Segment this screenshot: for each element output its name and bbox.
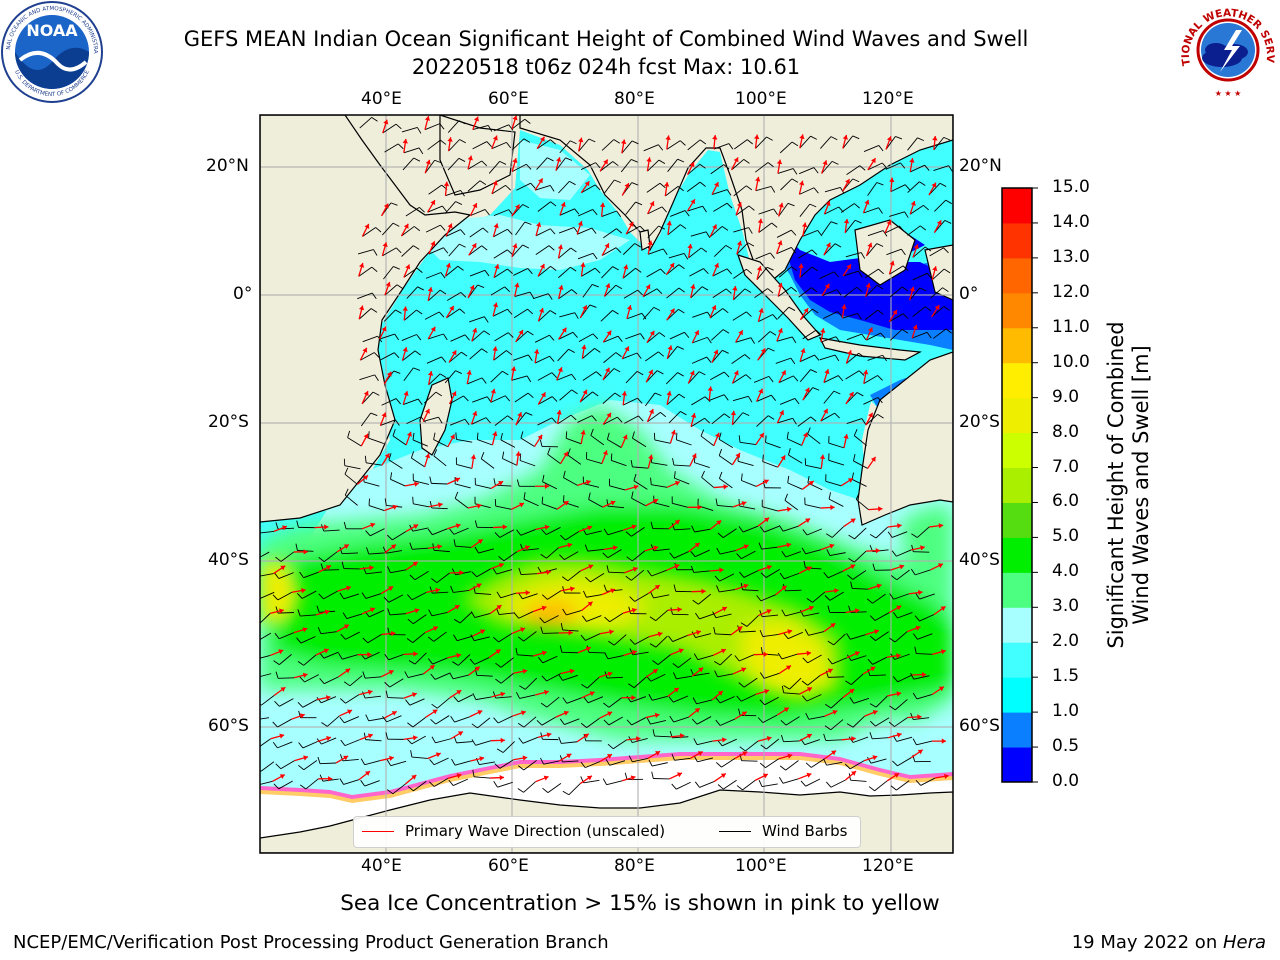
footer-left: NCEP/EMC/Verification Post Processing Pr… — [13, 932, 609, 953]
nws-logo: NATIONAL WEATHER SERVICE ★ ★ ★ — [1176, 0, 1276, 98]
colorbar-swatch — [1002, 432, 1032, 469]
colorbar-tick-label: 3.0 — [1052, 596, 1080, 617]
wave-direction-layer — [270, 115, 949, 785]
lon-label-bottom: 80°E — [614, 856, 655, 876]
colorbar-tick-label: 8.0 — [1052, 421, 1080, 442]
colorbar-tick-label: 9.0 — [1052, 386, 1080, 407]
colorbar-swatch — [1002, 397, 1032, 434]
wind-barbs-layer — [260, 117, 953, 796]
lat-label-right: 0° — [959, 284, 979, 304]
colorbar-tick-label: 15.0 — [1052, 177, 1090, 197]
wave-direction-legend-label: Primary Wave Direction (unscaled) — [405, 822, 666, 840]
colorbar-tick-label: 1.5 — [1052, 666, 1080, 687]
colorbar-tick-label: 12.0 — [1052, 281, 1090, 302]
colorbar-tick-label: 1.0 — [1052, 701, 1080, 722]
lat-label-left: 60°S — [208, 716, 249, 736]
colorbar-swatch — [1002, 747, 1032, 783]
colorbar-swatch — [1002, 502, 1032, 538]
colorbar-tick-label: 0.0 — [1052, 771, 1080, 791]
lat-label-left: 0° — [233, 284, 253, 304]
footer-host: Hera — [1222, 932, 1266, 953]
colorbar-swatch — [1002, 188, 1032, 224]
colorbar-tick-label: 2.0 — [1052, 631, 1080, 652]
colorbar-swatch — [1002, 572, 1032, 608]
lon-label-top: 80°E — [614, 89, 655, 109]
lon-label-bottom: 100°E — [735, 856, 787, 876]
noaa-logo: NOAA NATIONAL OCEANIC AND ATMOSPHERIC AD… — [0, 0, 103, 103]
colorbar-swatch — [1002, 362, 1032, 399]
colorbar-swatch — [1002, 537, 1032, 573]
colorbar-swatch — [1002, 607, 1032, 643]
lon-label-bottom: 120°E — [862, 856, 914, 876]
map-frame — [259, 114, 954, 854]
wind-barbs-legend-label: Wind Barbs — [762, 822, 848, 840]
lat-label-right: 40°S — [959, 550, 1000, 570]
colorbar — [1001, 187, 1038, 783]
chart-title: GEFS MEAN Indian Ocean Significant Heigh… — [183, 27, 1029, 51]
lat-label-right: 20°S — [959, 412, 1000, 432]
lon-label-top: 120°E — [862, 89, 914, 109]
colorbar-swatch — [1002, 642, 1032, 678]
colorbar-swatch — [1002, 327, 1032, 364]
lat-label-left: 20°N — [206, 156, 249, 176]
colorbar-tick-label: 10.0 — [1052, 351, 1090, 372]
lon-label-top: 100°E — [735, 89, 787, 109]
colorbar-tick-label: 13.0 — [1052, 246, 1090, 267]
colorbar-tick-label: 14.0 — [1052, 211, 1090, 232]
colorbar-tick-label: 5.0 — [1052, 526, 1080, 547]
colorbar-swatch — [1002, 677, 1032, 713]
colorbar-tick-label: 11.0 — [1052, 316, 1090, 337]
lat-label-left: 40°S — [208, 550, 249, 570]
colorbar-tick-label: 6.0 — [1052, 491, 1080, 512]
colorbar-tick-label: 4.0 — [1052, 561, 1080, 582]
colorbar-swatch — [1002, 257, 1032, 294]
colorbar-label: Significant Height of Combined Wind Wave… — [1104, 321, 1153, 649]
lon-label-top: 60°E — [488, 89, 529, 109]
lon-label-top: 40°E — [361, 89, 402, 109]
lat-label-left: 20°S — [208, 412, 249, 432]
lon-label-bottom: 60°E — [488, 856, 529, 876]
colorbar-tick-label: 7.0 — [1052, 456, 1080, 477]
lat-label-right: 60°S — [959, 716, 1000, 736]
map-legend: Primary Wave Direction (unscaled) Wind B… — [353, 816, 861, 848]
footer-date: 19 May 2022 on — [1071, 932, 1223, 953]
wave-direction-legend-line — [362, 831, 394, 832]
colorbar-swatch — [1002, 467, 1032, 503]
colorbar-tick-label: 0.5 — [1052, 736, 1080, 757]
footer-right: 19 May 2022 on Hera — [1072, 932, 1266, 953]
colorbar-swatch — [1002, 712, 1032, 748]
colorbar-swatch — [1002, 222, 1032, 259]
sea-ice-caption: Sea Ice Concentration > 15% is shown in … — [340, 891, 940, 916]
noaa-logo-text: NOAA — [26, 21, 78, 40]
chart-subtitle: 20220518 t06z 024h fcst Max: 10.61 — [411, 55, 801, 79]
lat-label-right: 20°N — [959, 156, 1002, 176]
wind-barbs-legend-line — [719, 831, 751, 832]
colorbar-swatch — [1002, 292, 1032, 329]
lon-label-bottom: 40°E — [361, 856, 402, 876]
svg-text:★ ★ ★: ★ ★ ★ — [1215, 89, 1242, 98]
